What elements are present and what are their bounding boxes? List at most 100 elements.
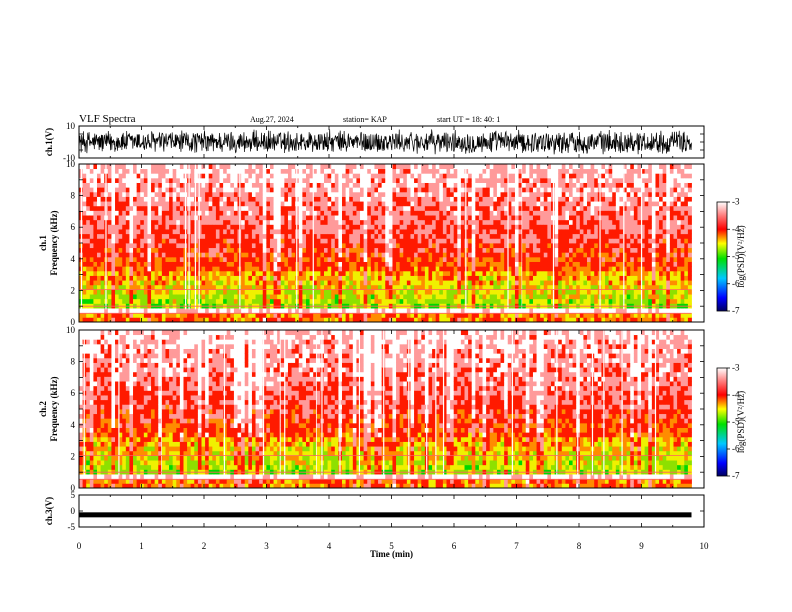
spec1-cell: [331, 168, 336, 174]
spec1-cell: [324, 191, 328, 197]
spec1-cell: [446, 247, 451, 253]
spec1-cell: [432, 168, 437, 174]
spec1-cell: [255, 219, 260, 225]
spec1-cell: [179, 168, 184, 174]
spec1-cell: [579, 205, 584, 211]
spec1-cell: [514, 233, 519, 239]
spec1-cell: [558, 243, 563, 249]
spec1-cell: [259, 173, 264, 179]
spec1-cell: [547, 191, 552, 197]
spec1-cell: [471, 270, 476, 276]
spec1-cell: [381, 233, 386, 239]
spec1-cell: [111, 308, 116, 314]
spec1-cell: [241, 219, 246, 225]
spec1-cell: [248, 210, 253, 216]
spec1-cell: [212, 270, 217, 276]
spec1-cell: [277, 224, 282, 230]
spec1-cell: [356, 191, 361, 197]
spec1-cell: [475, 182, 480, 188]
spec1-cell: [569, 229, 573, 235]
spec1-cell: [403, 247, 408, 253]
spec1-cell: [179, 201, 184, 207]
spec1-cell: [111, 247, 116, 253]
spec1-cell: [453, 233, 458, 239]
spec1-cell: [143, 215, 148, 221]
spec1-cell: [453, 266, 458, 272]
spec1-cell: [298, 191, 303, 197]
spec1-cell: [428, 210, 433, 216]
spec1-cell: [161, 224, 166, 230]
spec1-cell: [118, 284, 123, 290]
spec1-cell: [374, 173, 379, 179]
spec1-cell: [356, 308, 361, 314]
spec1-cell: [82, 247, 87, 253]
spec1-cell: [514, 215, 519, 221]
spec1-cell: [305, 308, 310, 314]
spec1-cell: [504, 229, 509, 235]
spec1-cell: [291, 270, 296, 276]
spec1-cell: [525, 298, 530, 304]
spec1-cell: [450, 182, 455, 188]
spec1-cell: [507, 275, 512, 281]
spec1-cell: [536, 191, 541, 197]
spec1-cell: [388, 275, 393, 281]
spec1-cell: [543, 256, 548, 262]
spec1-cell: [360, 270, 365, 276]
spec1-cell: [266, 168, 271, 174]
spec1-cell: [450, 275, 455, 281]
spec1-cell: [125, 266, 130, 272]
spec1-cell: [403, 294, 408, 300]
spec1-cell: [428, 266, 433, 272]
spec1-cell: [424, 177, 429, 183]
spec1-cell: [381, 252, 386, 258]
spec1-cell: [154, 168, 159, 174]
spec1-cell: [334, 215, 339, 221]
spec1-cell: [392, 219, 397, 225]
spec1-cell: [305, 289, 310, 295]
spec1-cell: [129, 284, 134, 290]
spec1-cell: [133, 191, 138, 197]
spec1-cell: [507, 229, 512, 235]
spec1-cell: [244, 219, 249, 225]
spec1-cell: [414, 224, 419, 230]
spec1-cell: [338, 243, 343, 249]
spec1-cell: [327, 308, 332, 314]
spec1-cell: [504, 233, 509, 239]
spec1-cell: [226, 266, 231, 272]
spec1-cell: [576, 243, 581, 249]
spec1-cell: [219, 168, 224, 174]
spec1-cell: [399, 219, 404, 225]
spec1-cell: [342, 298, 347, 304]
spec1-cell: [532, 261, 537, 267]
spec1-cell: [205, 312, 210, 318]
spec1-cell: [111, 201, 116, 207]
spec1-cell: [428, 252, 433, 258]
spec1-cell: [223, 294, 228, 300]
spec1-cell: [172, 243, 177, 249]
spec1-cell: [554, 280, 559, 286]
spec1-cell: [370, 243, 375, 249]
spec1-cell: [320, 317, 325, 322]
spec1-cell: [388, 210, 393, 216]
spec1-cell: [136, 289, 141, 295]
spec1-cell: [284, 266, 289, 272]
spec1-cell: [241, 298, 246, 304]
spec1-cell: [435, 294, 440, 300]
spec1-cell: [370, 205, 375, 211]
spec1-cell: [147, 280, 152, 286]
spec1-cell: [133, 205, 138, 211]
spec1-cell: [287, 224, 292, 230]
spec1-cell: [522, 187, 527, 193]
spec1-cell: [111, 182, 116, 188]
spec1-cell: [540, 168, 545, 174]
spec1-cell: [161, 191, 166, 197]
spec1-cell: [302, 284, 307, 290]
spec1-cell: [334, 284, 339, 290]
spec1-cell: [334, 256, 339, 262]
spec1-cell: [219, 187, 224, 193]
spec1-cell: [273, 173, 278, 179]
spec1-cell: [154, 266, 159, 272]
spec1-cell: [226, 168, 231, 174]
spec1-cell: [478, 289, 483, 295]
